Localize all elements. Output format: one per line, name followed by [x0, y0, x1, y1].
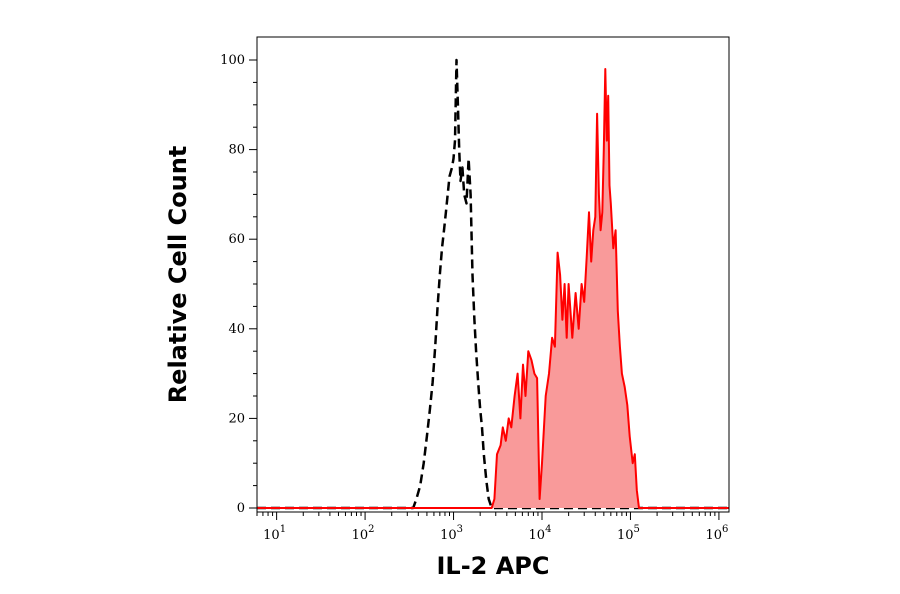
x-axis-title: IL-2 APC: [436, 552, 549, 580]
y-tick-label: 0: [237, 501, 245, 516]
y-tick-label: 20: [228, 411, 245, 426]
x-tick-label: 106: [705, 524, 728, 543]
y-tick-label: 80: [228, 143, 245, 158]
axes: 0 20 40 60 80 100 101 102 103 104 105 106: [220, 36, 730, 543]
x-tick-label: 101: [263, 524, 286, 543]
series-1-fill: [257, 69, 729, 508]
y-tick-label: 40: [228, 322, 245, 337]
plot-area: [257, 58, 729, 510]
plot-frame: [256, 36, 730, 513]
series-1-line: [257, 68, 729, 509]
x-tick-label: 105: [617, 524, 640, 543]
x-tick-label: 103: [440, 524, 463, 543]
x-tick-label: 102: [352, 524, 375, 543]
x-tick-label: 104: [529, 524, 552, 543]
y-tick-label: 100: [220, 53, 245, 68]
series-0-line: [257, 58, 729, 510]
y-axis-title: Relative Cell Count: [164, 146, 192, 404]
y-tick-label: 60: [228, 232, 245, 247]
